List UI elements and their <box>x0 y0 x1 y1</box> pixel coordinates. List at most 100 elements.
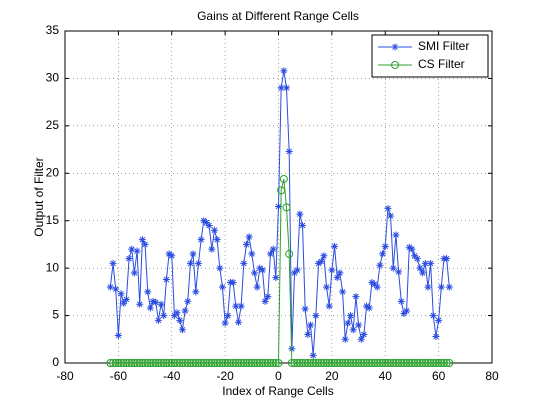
marker <box>189 359 198 367</box>
y-tick-label: 0 <box>52 355 59 369</box>
marker <box>138 236 146 244</box>
marker <box>437 283 445 291</box>
marker <box>309 359 318 367</box>
marker <box>402 359 411 367</box>
marker <box>221 319 229 327</box>
x-tick-label: 0 <box>275 369 282 383</box>
marker <box>423 359 432 367</box>
marker <box>111 359 120 367</box>
marker <box>144 288 152 296</box>
marker <box>223 359 232 367</box>
marker <box>205 221 213 229</box>
marker <box>197 236 205 244</box>
marker <box>296 210 304 218</box>
marker <box>154 359 163 367</box>
y-axis-label: Output of Filter <box>32 157 46 236</box>
marker <box>317 359 326 367</box>
marker <box>437 359 446 367</box>
marker <box>245 233 253 241</box>
marker <box>367 359 376 367</box>
marker <box>435 316 443 324</box>
marker <box>146 359 155 367</box>
y-tick-label: 15 <box>46 213 60 227</box>
marker <box>421 359 430 367</box>
marker <box>213 236 221 244</box>
marker <box>442 359 451 367</box>
marker <box>157 300 165 308</box>
legend-label: CS Filter <box>418 57 465 71</box>
marker <box>379 250 387 258</box>
marker <box>416 264 424 272</box>
marker <box>386 359 395 367</box>
marker <box>117 359 126 367</box>
marker <box>191 359 200 367</box>
marker <box>186 259 194 267</box>
marker <box>224 312 232 320</box>
marker <box>370 359 379 367</box>
marker <box>280 67 288 75</box>
x-axis-label: Index of Range Cells <box>222 384 333 398</box>
marker <box>291 269 299 277</box>
marker <box>247 359 256 367</box>
marker <box>363 302 371 310</box>
marker <box>400 310 408 318</box>
x-tick-label: 60 <box>432 369 446 383</box>
marker <box>272 274 280 282</box>
marker <box>274 359 283 367</box>
marker <box>245 359 254 367</box>
marker <box>194 259 202 267</box>
marker <box>314 359 323 367</box>
marker <box>229 359 238 367</box>
marker <box>391 359 400 367</box>
x-tick-label: -20 <box>216 369 234 383</box>
marker <box>189 250 197 258</box>
marker <box>216 264 224 272</box>
marker <box>418 359 427 367</box>
marker <box>119 359 128 367</box>
marker <box>240 259 248 267</box>
marker <box>202 219 210 227</box>
marker <box>221 359 230 367</box>
marker <box>368 278 376 286</box>
marker <box>128 245 136 253</box>
marker <box>339 288 347 296</box>
marker <box>136 300 144 308</box>
marker <box>106 359 115 367</box>
marker <box>160 312 168 320</box>
chart-title: Gains at Different Range Cells <box>197 9 359 23</box>
marker <box>415 359 424 367</box>
marker <box>170 312 178 320</box>
marker <box>322 359 331 367</box>
marker <box>242 240 250 248</box>
marker <box>165 359 174 367</box>
marker <box>373 359 382 367</box>
marker <box>213 359 222 367</box>
marker <box>237 302 245 310</box>
marker <box>253 359 262 367</box>
marker <box>405 359 414 367</box>
marker <box>320 252 328 260</box>
y-tick-label: 25 <box>46 118 60 132</box>
marker <box>355 321 363 329</box>
marker <box>162 276 170 284</box>
marker <box>427 259 435 267</box>
y-tick-label: 5 <box>52 308 59 322</box>
marker <box>234 318 242 326</box>
marker <box>261 359 270 367</box>
marker <box>301 305 309 313</box>
marker <box>146 304 154 312</box>
legend-marker <box>391 61 399 69</box>
marker <box>253 283 261 291</box>
marker <box>439 359 448 367</box>
marker <box>135 359 144 367</box>
marker <box>149 297 157 305</box>
marker <box>413 255 421 263</box>
marker <box>325 302 333 310</box>
marker <box>232 302 240 310</box>
marker <box>432 332 440 340</box>
marker <box>360 331 368 339</box>
marker <box>295 359 304 367</box>
marker <box>175 359 184 367</box>
marker <box>407 359 416 367</box>
